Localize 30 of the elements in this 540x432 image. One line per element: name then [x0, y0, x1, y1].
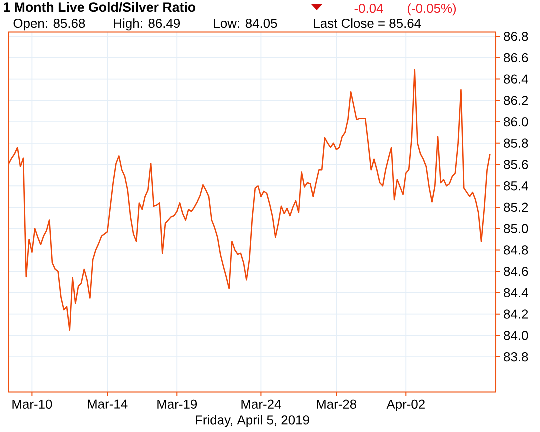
y-tick-label: 85.4: [504, 182, 528, 191]
x-tick-label: Mar-10: [12, 400, 52, 409]
x-tick-label: Mar-24: [242, 400, 282, 409]
y-tick-label: 84.6: [504, 267, 528, 276]
y-tick-label: 84.0: [504, 331, 528, 340]
chart-title: 1 Month Live Gold/Silver Ratio: [4, 2, 196, 12]
text: Low: 84.05: [214, 18, 278, 28]
x-axis-title: Friday, April 5, 2019: [196, 415, 310, 428]
y-tick-label: 86.4: [504, 74, 528, 84]
text: (-0.05%): [408, 4, 456, 16]
y-tick-label: 84.8: [504, 246, 528, 255]
y-tick-label: 85.8: [504, 138, 528, 148]
y-tick-label: 84.4: [504, 288, 528, 298]
y-tick-label: 86.2: [504, 96, 528, 106]
text: High: 86.49: [114, 18, 180, 31]
text: Last Close = 85.64: [314, 18, 422, 28]
y-tick-label: 85.6: [504, 160, 528, 170]
x-tick-label: Mar-19: [158, 400, 198, 409]
x-tick-label: Mar-14: [88, 400, 128, 409]
y-tick-label: 86.8: [504, 32, 528, 42]
y-tick-label: 86.6: [504, 53, 528, 63]
x-tick-label: Apr-02: [386, 400, 425, 412]
text: Open: 85.68: [14, 18, 86, 31]
y-tick-label: 86.0: [504, 117, 528, 127]
y-tick-label: 84.2: [504, 310, 528, 319]
y-tick-label: 85.2: [504, 202, 528, 212]
text: -0.04: [354, 4, 384, 14]
y-tick-label: 85.0: [504, 224, 528, 234]
y-tick-label: 83.8: [504, 352, 528, 362]
x-tick-label: Mar-28: [317, 400, 357, 409]
